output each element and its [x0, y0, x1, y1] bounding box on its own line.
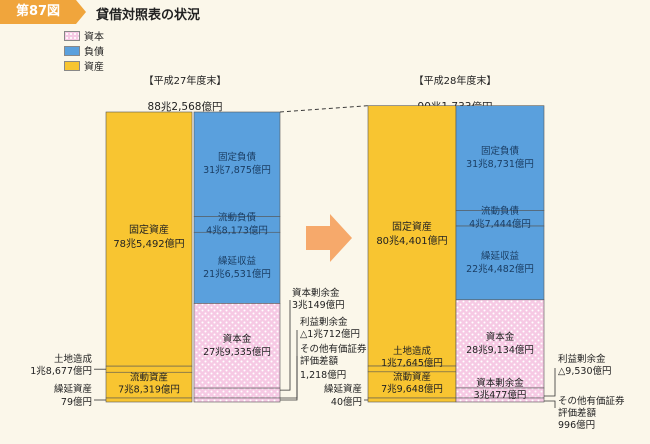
liability-value-label: 4兆7,444億円: [469, 218, 531, 230]
asset-value-label: 1兆7,645億円: [381, 357, 443, 369]
asset-name-label: 固定資産: [129, 223, 169, 236]
asset-value-label: 7兆9,648億円: [381, 383, 443, 395]
legend-label: 資本: [84, 32, 104, 43]
liability-name-label: 固定負債: [218, 151, 257, 163]
capital-bar-segment: [193, 303, 281, 389]
liability-bar-segment: [455, 105, 545, 211]
liability-name-label: 繰延収益: [218, 255, 257, 267]
capital-value-label: 27兆9,335億円: [203, 346, 271, 358]
liability-bar-segment: [193, 111, 281, 217]
liability-value-label: 22兆4,482億円: [466, 263, 534, 275]
capital-value-label: △9,530億円: [558, 365, 612, 377]
capital-value-label: 996億円: [558, 419, 595, 431]
liability-value-label: 21兆6,531億円: [203, 268, 271, 280]
capital-bar-segment: [193, 387, 281, 399]
right-arrow-icon: [306, 214, 352, 262]
capital-value-label: 3兆149億円: [292, 299, 345, 311]
liability-bar-segment: [193, 231, 281, 304]
liability-bar-segment: [455, 225, 545, 301]
capital-name-label: 利益剰余金: [558, 353, 606, 365]
asset-name-label: 繰延資産: [54, 383, 92, 395]
asset-bar-segment: [367, 371, 457, 399]
leader-line: [280, 330, 298, 399]
asset-swatch: [64, 60, 80, 71]
capital-name-label: 利益剰余金: [300, 316, 348, 328]
legend-item-asset: 資産: [64, 58, 104, 73]
capital-value-label: 28兆9,134億円: [466, 344, 534, 356]
capital-swatch: [64, 30, 80, 41]
asset-name-label: 土地造成: [393, 345, 432, 357]
liability-name-label: 固定負債: [481, 145, 520, 157]
asset-value-label: 7兆8,319億円: [118, 383, 180, 395]
leader-line: [280, 300, 291, 391]
capital-value-label: 3兆477億円: [474, 389, 527, 401]
liability-value-label: 31兆7,875億円: [203, 164, 271, 176]
legend: 資本 負債 資産: [64, 28, 104, 73]
capital-value-label: △1兆712億円: [300, 328, 360, 340]
capital-bar-segment: [193, 397, 281, 403]
growth-connector-line: [279, 105, 369, 113]
capital-name-label: 評価差額: [300, 355, 339, 367]
asset-value-label: 80兆4,401億円: [376, 234, 447, 247]
asset-value-label: 78兆5,492億円: [113, 237, 184, 250]
liability-name-label: 流動負債: [481, 205, 520, 217]
asset-value-label: 79億円: [61, 396, 92, 408]
capital-bar-segment: [455, 397, 545, 403]
asset-name-label: 流動資産: [130, 371, 168, 383]
liability-swatch: [64, 45, 80, 56]
capital-name-label: その他有価証券: [558, 395, 625, 407]
capital-name-label: その他有価証券: [300, 343, 367, 355]
asset-bar-segment: [105, 397, 193, 403]
asset-value-label: 40億円: [331, 396, 362, 408]
legend-label: 資産: [84, 62, 104, 73]
capital-bar-segment: [455, 299, 545, 389]
legend-item-capital: 資本: [64, 28, 104, 43]
capital-value-label: 1,218億円: [300, 369, 346, 381]
liability-name-label: 繰延収益: [481, 250, 520, 262]
period-label: 【平成27年度末】: [144, 74, 227, 87]
capital-name-label: 資本剰余金: [476, 377, 524, 389]
asset-bar-segment: [367, 397, 457, 403]
capital-name-label: 資本剰余金: [292, 287, 340, 299]
leader-line: [544, 400, 556, 408]
liability-name-label: 流動負債: [218, 211, 257, 223]
liability-value-label: 31兆8,731億円: [466, 158, 534, 170]
asset-name-label: 土地造成: [54, 353, 93, 365]
leader-line: [544, 368, 556, 397]
asset-bar-segment: [105, 371, 193, 399]
asset-name-label: 固定資産: [392, 220, 432, 233]
asset-bar-segment: [367, 105, 457, 367]
figure-title: 貸借対照表の状況: [96, 8, 201, 23]
liability-value-label: 4兆8,173億円: [206, 224, 268, 236]
asset-bar-segment: [105, 111, 193, 367]
figure-number-badge: 第87図: [0, 0, 86, 24]
asset-name-label: 流動資産: [393, 371, 431, 383]
asset-name-label: 繰延資産: [324, 383, 362, 395]
asset-value-label: 1兆8,677億円: [30, 365, 92, 377]
legend-item-liability: 負債: [64, 43, 104, 58]
capital-name-label: 評価差額: [558, 407, 597, 419]
period-label: 【平成28年度末】: [414, 74, 497, 87]
total-label: 88兆2,568億円: [148, 100, 223, 113]
capital-name-label: 資本金: [486, 331, 515, 343]
capital-name-label: 資本金: [223, 333, 252, 345]
legend-label: 負債: [84, 47, 104, 58]
leader-line: [280, 356, 298, 401]
